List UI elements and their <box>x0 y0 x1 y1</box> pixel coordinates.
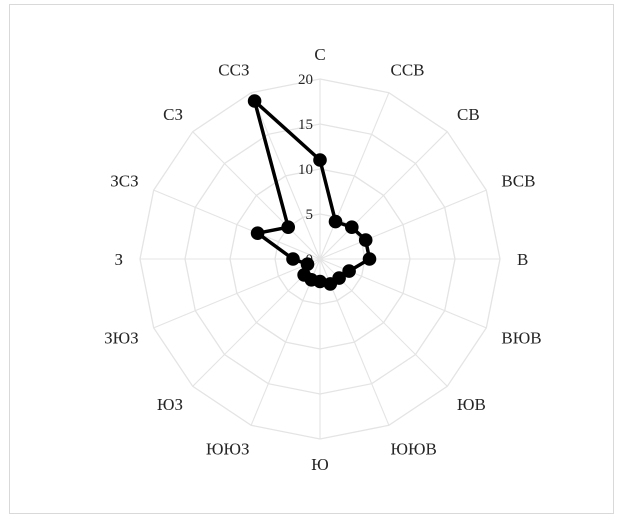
grid-spoke <box>192 258 321 387</box>
category-label: В <box>517 250 528 269</box>
grid-spoke <box>319 92 390 260</box>
grid-spoke <box>153 258 321 329</box>
data-point <box>313 153 327 167</box>
data-point <box>286 252 300 266</box>
grid-spoke <box>192 131 321 260</box>
data-point <box>247 94 262 108</box>
category-label: ЮЗ <box>157 395 183 414</box>
radial-tick-label: 10 <box>298 162 313 178</box>
category-label: ССВ <box>391 61 425 80</box>
grid-spoke <box>250 258 321 426</box>
data-point <box>297 268 311 282</box>
category-label: СЗ <box>163 105 183 124</box>
grid-spoke <box>319 131 448 260</box>
grid-spoke <box>319 189 487 260</box>
series-layer <box>247 94 377 291</box>
category-label: СВ <box>457 105 480 124</box>
category-label: ВЮВ <box>501 329 541 348</box>
category-label: ЗСЗ <box>110 172 138 191</box>
category-label: С <box>314 45 325 64</box>
category-label: ССЗ <box>218 61 249 80</box>
data-point <box>300 257 315 271</box>
data-point <box>345 220 359 234</box>
radar-grid <box>139 78 501 440</box>
chart-area: 05101520 СССВСВВСВВВЮВЮВЮЮВЮЮЮЗЮЗЗЮЗЗЗСЗ… <box>9 4 614 514</box>
category-label: Ю <box>311 455 328 474</box>
category-label: ЮЮЗ <box>206 439 249 458</box>
category-label: ЮЮВ <box>391 439 437 458</box>
data-point <box>342 264 356 278</box>
radial-tick-label: 15 <box>298 117 313 133</box>
category-label: ВСВ <box>501 172 535 191</box>
radar-chart: 05101520 СССВСВВСВВВЮВЮВЮЮВЮЮЮЗЮЗЗЮЗЗЗСЗ… <box>104 45 541 474</box>
data-point <box>358 233 373 247</box>
data-point <box>328 214 343 229</box>
category-label: ЗЮЗ <box>104 329 139 348</box>
radial-tick-label: 5 <box>306 207 314 223</box>
data-point <box>250 226 265 240</box>
data-point <box>281 220 296 234</box>
category-label: ЮВ <box>457 395 486 414</box>
grid-spoke <box>153 189 321 260</box>
grid-spoke <box>250 92 321 260</box>
data-point <box>323 277 338 291</box>
category-labels: С ССВ СВ ВСВ В ВЮВ ЮВ ЮЮВ Ю ЮЮЗ ЮЗ ЗЮЗ З ЗСЗ СЗ ССЗ <box>104 45 541 474</box>
category-label: З <box>114 250 123 269</box>
radial-tick-label: 20 <box>298 72 313 88</box>
data-point <box>362 252 377 266</box>
